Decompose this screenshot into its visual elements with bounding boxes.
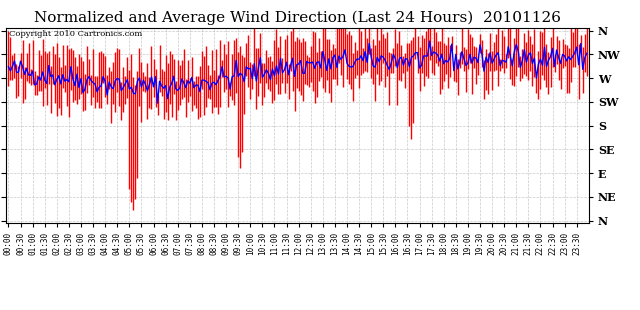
Text: Copyright 2010 Cartronics.com: Copyright 2010 Cartronics.com	[10, 30, 143, 38]
Title: Normalized and Average Wind Direction (Last 24 Hours)  20101126: Normalized and Average Wind Direction (L…	[34, 11, 561, 25]
